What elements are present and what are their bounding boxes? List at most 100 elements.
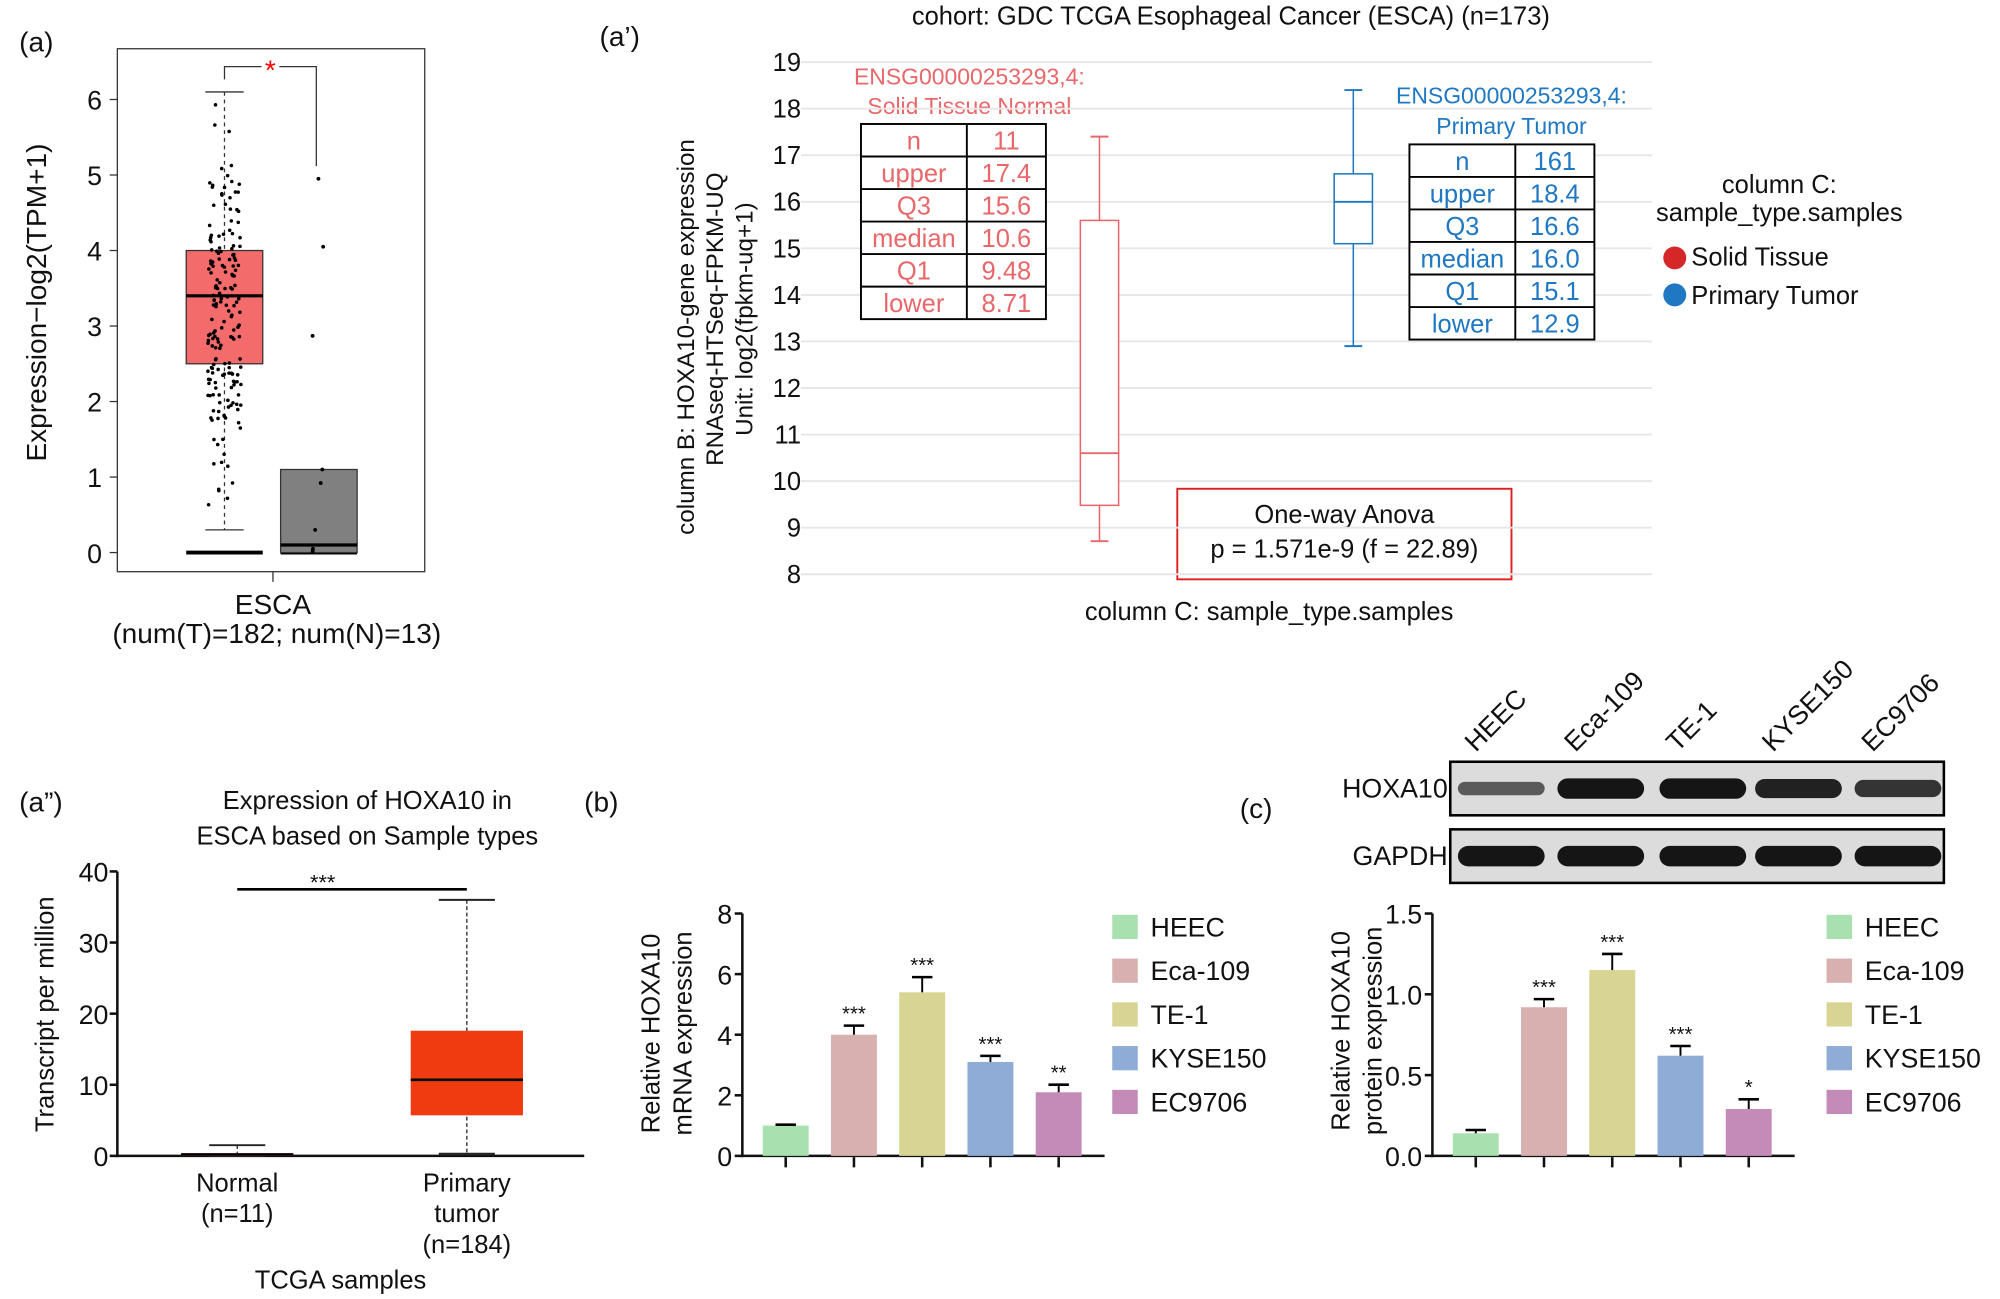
y-tick-label: 5: [87, 161, 102, 191]
legend-swatch-ec9706: [1826, 1089, 1853, 1115]
data-point-T: [226, 405, 231, 409]
data-point-T: [226, 464, 230, 468]
data-point-T: [214, 301, 219, 306]
data-point-T: [230, 231, 235, 236]
significance-marker-te-1: ***: [1600, 932, 1624, 954]
bar-ec9706: [1725, 1109, 1772, 1156]
data-point-T: [206, 341, 210, 346]
lane-label: TE-1: [1660, 695, 1722, 757]
y-tick-label: 8: [717, 900, 732, 930]
blot-band: [1557, 778, 1645, 799]
data-point-T: [230, 246, 234, 251]
data-point-T: [231, 253, 235, 257]
data-point-T: [229, 334, 233, 339]
chart-title-line-1: Expression of HOXA10 in: [223, 787, 512, 815]
table-stat-name: upper: [881, 160, 947, 188]
blot-band: [1557, 845, 1645, 867]
data-point-T: [210, 260, 215, 264]
normal-header-line-1: ENSG00000253293,4:: [854, 63, 1085, 89]
plot-frame: [116, 48, 426, 573]
data-point-T: [216, 409, 221, 414]
data-point-T: [229, 403, 233, 408]
data-point-T: [230, 287, 234, 291]
data-point-T: [229, 385, 234, 390]
y-tick-label: 0.0: [1385, 1142, 1422, 1172]
legend-swatch-kyse150: [1112, 1046, 1138, 1071]
x-category-label: Primary: [423, 1170, 511, 1198]
data-point-T: [227, 365, 231, 370]
y-tick-label: 1.5: [1385, 900, 1422, 930]
data-point-T: [213, 380, 218, 385]
data-point-T: [211, 293, 216, 298]
y-axis-label-line-2: mRNA expression: [669, 931, 697, 1135]
data-point-T: [216, 416, 220, 421]
data-point-T: [231, 328, 236, 332]
panel-label: (a): [19, 26, 53, 57]
data-point-T: [209, 271, 213, 275]
legend-label-te-1: TE-1: [1151, 1000, 1209, 1030]
data-point-N: [318, 481, 323, 486]
y-axis-label-line-1: Relative HOXA10: [1327, 931, 1355, 1131]
legend-title-line-1: column C:: [1722, 171, 1837, 199]
data-point-T: [237, 182, 242, 187]
y-axis-label-line-2: RNAseq-HTSeq-FPKM-UQ: [702, 172, 729, 465]
data-point-T: [223, 286, 227, 291]
data-point-T: [235, 207, 239, 212]
data-point-T: [219, 460, 224, 465]
legend-title-line-2: sample_type.samples: [1656, 199, 1903, 227]
y-tick-label: 4: [717, 1021, 732, 1051]
y-axis-label: Expression−log2(TPM+1): [21, 144, 52, 462]
data-point-T: [217, 246, 222, 250]
data-point-T: [223, 270, 228, 274]
data-point-T: [236, 407, 240, 412]
data-point-T: [229, 371, 234, 376]
y-tick-label: 10: [773, 468, 801, 496]
y-tick-label: 14: [773, 282, 801, 310]
data-point-T: [207, 267, 211, 271]
legend-label-eca-109: Eca-109: [1151, 956, 1251, 986]
table-stat-name: Q3: [897, 193, 931, 221]
data-point-T: [219, 249, 223, 254]
lane-label: KYSE150: [1756, 654, 1859, 757]
data-point-T: [233, 190, 238, 194]
data-point-T: [220, 373, 225, 378]
significance-marker: *: [265, 54, 276, 85]
data-point-N: [310, 333, 315, 338]
blot-band: [1659, 845, 1747, 867]
y-tick-label: 17: [773, 142, 801, 170]
data-point-T: [215, 442, 220, 447]
data-point-T: [222, 319, 226, 324]
significance-marker-ec9706: *: [1745, 1077, 1753, 1099]
panel-c: (c) Relative HOXA10 protein expression 0…: [1240, 654, 1981, 1172]
table-stat-name: n: [907, 128, 921, 156]
data-point-N: [310, 550, 315, 555]
bar-kyse150: [967, 1061, 1014, 1156]
bar-heec: [762, 1125, 809, 1156]
data-point-T: [215, 286, 220, 291]
data-point-T: [231, 273, 235, 278]
blot-band: [1755, 845, 1842, 867]
data-point-T: [227, 257, 232, 262]
box-solid-tissue-normal: [1079, 219, 1120, 507]
data-point-T: [231, 244, 236, 248]
y-tick-label: 15: [773, 235, 801, 263]
lane-label: HEEC: [1459, 683, 1533, 757]
y-tick-label: 0: [717, 1142, 732, 1172]
data-point-T: [212, 437, 216, 442]
data-point-T: [236, 190, 240, 194]
table-stat-value: 16.0: [1530, 245, 1580, 273]
y-tick-label: 1: [87, 463, 102, 493]
data-point-T: [238, 426, 243, 430]
table-stat-name: Q1: [1445, 278, 1479, 306]
data-point-T: [228, 207, 233, 211]
bar-kyse150: [1657, 1055, 1704, 1156]
anova-result: p = 1.571e-9 (f = 22.89): [1210, 536, 1478, 564]
data-point-T: [238, 403, 243, 407]
data-point-T: [236, 393, 241, 397]
box-N: [279, 468, 358, 554]
x-axis-label: TCGA samples: [255, 1267, 426, 1295]
data-point-T: [236, 420, 241, 425]
blot-band: [1854, 779, 1942, 798]
data-point-T: [210, 317, 214, 322]
legend-label-heec: HEEC: [1865, 912, 1939, 942]
